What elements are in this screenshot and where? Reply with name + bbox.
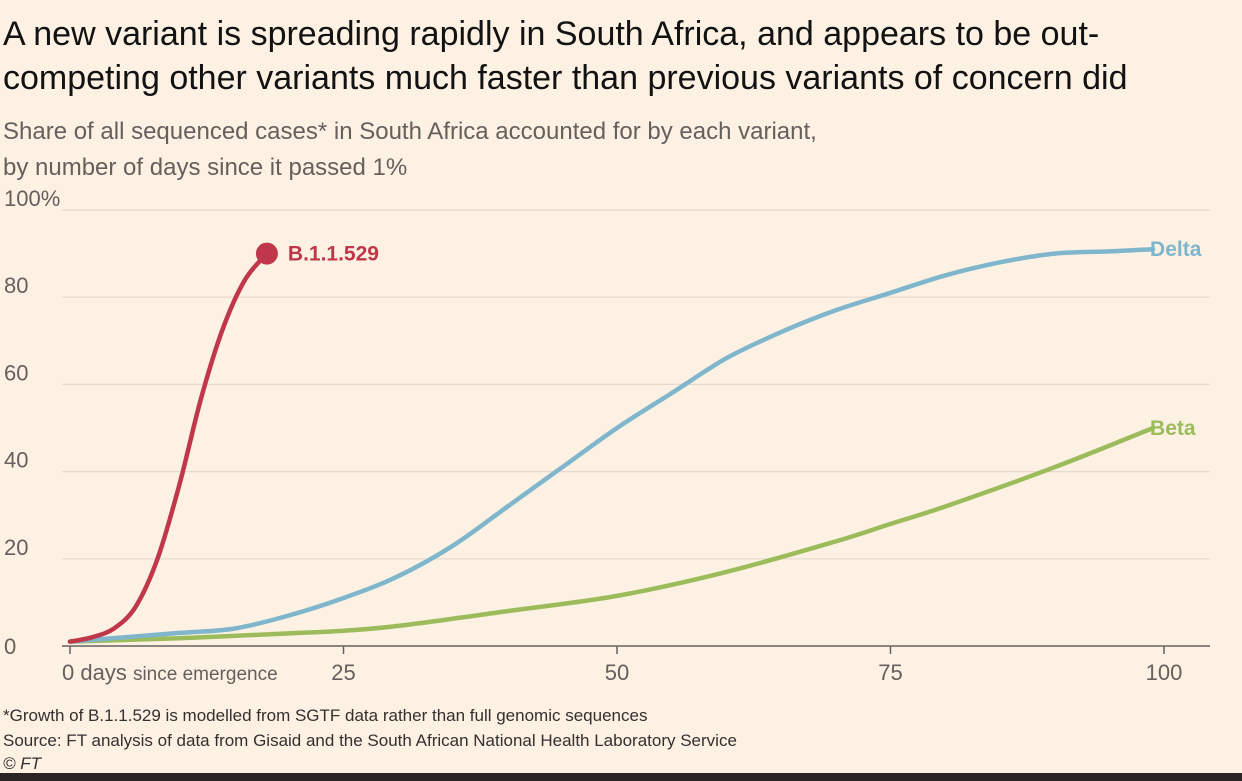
x-axis: 0 days since emergence 25 50 75 100 xyxy=(62,646,1182,685)
bottom-border xyxy=(0,773,1242,781)
series-end-marker-b-1-1-529 xyxy=(255,242,278,265)
x-tick-label: 75 xyxy=(878,660,902,685)
chart-subtitle: Share of all sequenced cases* in South A… xyxy=(3,114,1103,186)
subtitle-line-1: Share of all sequenced cases* in South A… xyxy=(3,118,817,145)
y-tick-label: 100% xyxy=(4,190,60,211)
y-tick-label: 80 xyxy=(4,273,28,298)
source-note: Source: FT analysis of data from Gisaid … xyxy=(3,731,737,750)
series-line-beta xyxy=(67,425,1156,644)
series-line-delta xyxy=(67,246,1156,644)
y-tick-label: 60 xyxy=(4,360,28,385)
x-tick-unit: days xyxy=(80,660,133,685)
series-line-b-1-1-529 xyxy=(67,251,270,644)
line-chart: 0 days since emergence 25 50 75 100 0 20 40 60 8… xyxy=(4,190,1210,685)
x-tick-label: 100 xyxy=(1146,660,1183,685)
x-tick-value: 0 xyxy=(62,660,80,685)
footnote: *Growth of B.1.1.529 is modelled from SG… xyxy=(3,706,648,725)
y-axis: 0 20 40 60 80 100% xyxy=(4,190,60,659)
x-tick-label: 25 xyxy=(331,660,355,685)
x-tick-label: 50 xyxy=(605,660,629,685)
x-tick-unit-note: since emergence xyxy=(133,664,278,685)
chart-title: A new variant is spreading rapidly in So… xyxy=(3,15,1128,97)
subtitle-line-2: by number of days since it passed 1% xyxy=(3,154,408,181)
y-tick-label: 40 xyxy=(4,448,28,473)
y-tick-label: 0 xyxy=(4,634,16,659)
copyright: © FT xyxy=(3,754,42,773)
x-tick-label: 0 days since emergence xyxy=(62,660,278,685)
series-label-delta: Delta xyxy=(1150,238,1202,261)
series-label-b-1-1-529: B.1.1.529 xyxy=(288,243,379,266)
y-tick-label: 20 xyxy=(4,535,28,560)
grid-lines xyxy=(62,209,1210,647)
series-lines: Beta Delta B.1.1.529 xyxy=(67,238,1202,644)
series-label-beta: Beta xyxy=(1150,417,1196,440)
